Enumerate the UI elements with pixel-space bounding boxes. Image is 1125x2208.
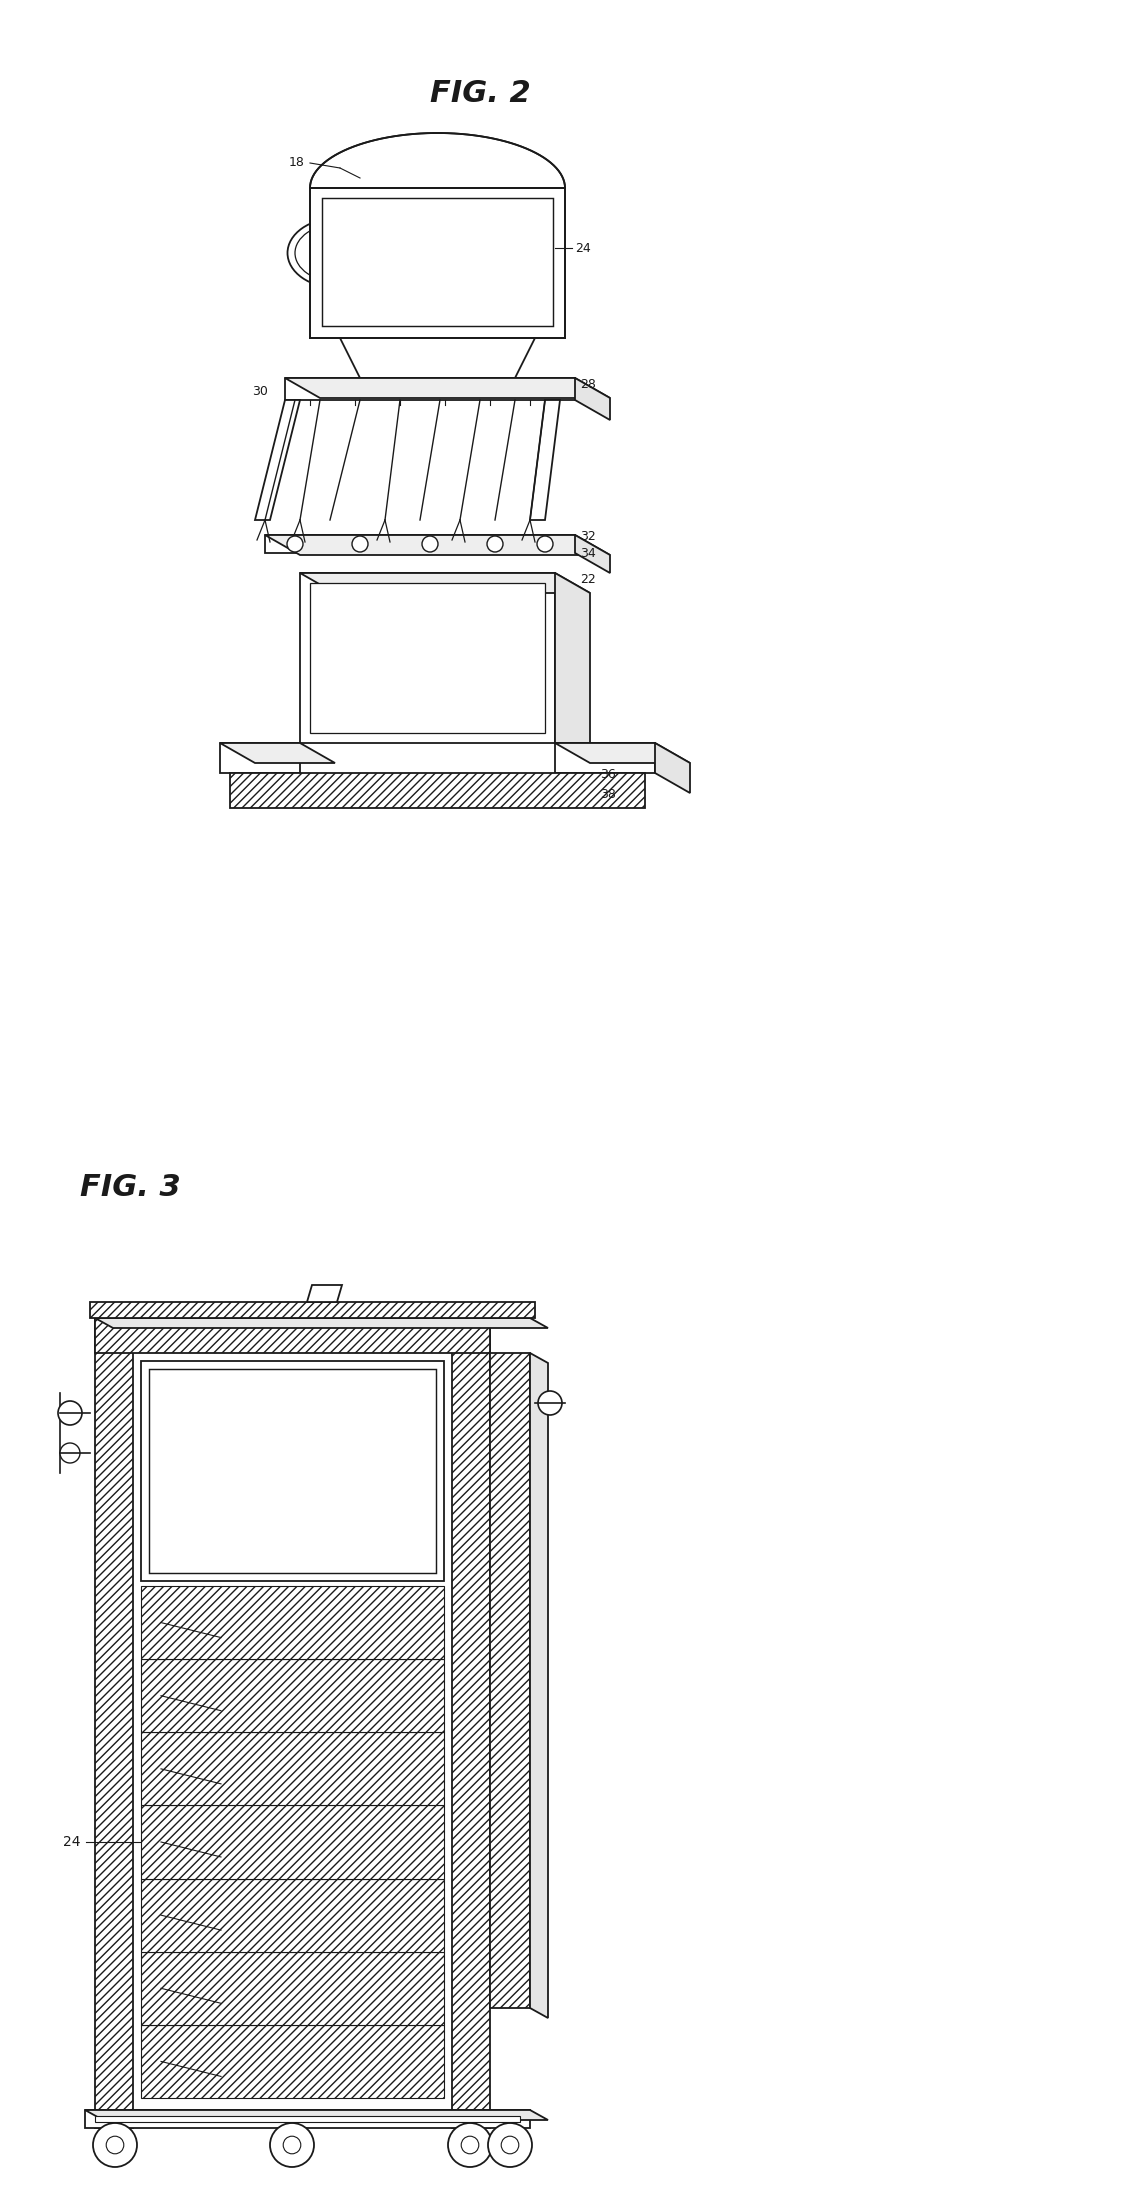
- Circle shape: [448, 2124, 492, 2166]
- Polygon shape: [530, 400, 560, 521]
- Polygon shape: [530, 1354, 548, 2018]
- Circle shape: [352, 537, 368, 552]
- Text: FIG. 2: FIG. 2: [430, 79, 531, 108]
- Circle shape: [58, 1402, 82, 1424]
- Polygon shape: [141, 1952, 444, 2025]
- Polygon shape: [94, 1318, 133, 2129]
- Polygon shape: [285, 378, 575, 400]
- Polygon shape: [141, 1879, 444, 1952]
- Polygon shape: [86, 2111, 530, 2129]
- Polygon shape: [94, 2115, 520, 2122]
- Polygon shape: [340, 338, 536, 378]
- Polygon shape: [285, 378, 610, 397]
- Circle shape: [93, 2124, 137, 2166]
- Polygon shape: [266, 534, 610, 554]
- Polygon shape: [141, 1360, 444, 1581]
- Polygon shape: [255, 400, 300, 521]
- Polygon shape: [141, 1806, 444, 1879]
- Polygon shape: [94, 1318, 490, 1354]
- Polygon shape: [300, 574, 590, 594]
- Polygon shape: [575, 534, 610, 574]
- Circle shape: [270, 2124, 314, 2166]
- Polygon shape: [229, 773, 645, 808]
- Text: 32: 32: [580, 530, 596, 543]
- Polygon shape: [141, 2025, 444, 2098]
- Polygon shape: [86, 2111, 548, 2120]
- Polygon shape: [555, 744, 655, 773]
- Text: 30: 30: [252, 384, 268, 397]
- Polygon shape: [575, 378, 610, 420]
- Text: 18: 18: [289, 157, 305, 170]
- Circle shape: [502, 2135, 519, 2153]
- Polygon shape: [148, 1369, 436, 1572]
- Text: 38: 38: [600, 788, 615, 802]
- Polygon shape: [555, 744, 690, 764]
- Ellipse shape: [288, 219, 387, 287]
- Ellipse shape: [295, 223, 380, 283]
- Text: 34: 34: [580, 548, 596, 561]
- Polygon shape: [94, 1318, 548, 1327]
- Polygon shape: [310, 132, 565, 338]
- Circle shape: [461, 2135, 479, 2153]
- Polygon shape: [490, 1354, 530, 2007]
- Polygon shape: [555, 574, 590, 764]
- Polygon shape: [300, 574, 555, 744]
- Circle shape: [106, 2135, 124, 2153]
- Polygon shape: [141, 1733, 444, 1806]
- Circle shape: [60, 1444, 80, 1464]
- Polygon shape: [141, 1585, 444, 1658]
- Ellipse shape: [448, 219, 548, 287]
- Circle shape: [284, 2135, 300, 2153]
- Polygon shape: [322, 199, 554, 327]
- Polygon shape: [220, 744, 300, 773]
- Circle shape: [287, 537, 303, 552]
- Circle shape: [537, 537, 554, 552]
- Polygon shape: [655, 744, 690, 793]
- Text: 22: 22: [580, 574, 596, 585]
- Circle shape: [487, 537, 503, 552]
- Polygon shape: [307, 1285, 342, 1303]
- Text: 36: 36: [600, 768, 615, 782]
- Ellipse shape: [455, 223, 540, 283]
- Polygon shape: [310, 583, 544, 733]
- Polygon shape: [452, 1318, 490, 2129]
- Polygon shape: [266, 534, 575, 552]
- Text: 24: 24: [63, 1835, 81, 1848]
- Polygon shape: [90, 1303, 536, 1318]
- Circle shape: [538, 1391, 562, 1415]
- Text: FIG. 3: FIG. 3: [80, 1172, 181, 1203]
- Polygon shape: [141, 1658, 444, 1733]
- Circle shape: [488, 2124, 532, 2166]
- Circle shape: [422, 537, 438, 552]
- Text: 24: 24: [575, 241, 591, 254]
- Polygon shape: [220, 744, 335, 764]
- Text: 28: 28: [580, 378, 596, 391]
